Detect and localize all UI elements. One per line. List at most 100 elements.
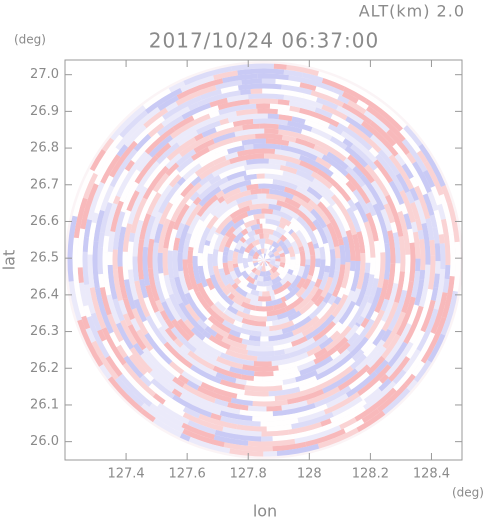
field-arc xyxy=(219,219,235,237)
field-arc xyxy=(363,343,377,358)
field-arc xyxy=(343,418,365,434)
field-arc xyxy=(224,151,239,161)
field-arc xyxy=(89,149,106,172)
field-arc xyxy=(247,405,267,412)
field-arc xyxy=(315,352,354,381)
field-arc xyxy=(241,78,262,85)
field-arc xyxy=(115,124,140,151)
field-arc xyxy=(205,378,246,396)
field-arc xyxy=(323,242,331,267)
field-arc xyxy=(295,185,321,206)
field-arc xyxy=(375,153,404,193)
field-arc xyxy=(299,355,334,376)
field-arc xyxy=(360,317,370,329)
field-arc xyxy=(356,253,366,290)
field-arc xyxy=(314,278,323,288)
field-arc xyxy=(316,134,351,159)
field-arc xyxy=(157,182,181,214)
field-arc xyxy=(352,165,364,178)
field-arc xyxy=(410,221,418,233)
field-arc xyxy=(217,99,250,111)
field-arc xyxy=(252,412,299,422)
field-arc xyxy=(127,269,135,285)
field-arc xyxy=(310,208,327,229)
field-arc xyxy=(314,385,352,408)
field-arc xyxy=(218,175,245,191)
field-arc xyxy=(213,140,243,154)
field-arc xyxy=(330,330,341,341)
field-arc xyxy=(307,136,347,162)
field-arc xyxy=(192,255,202,285)
field-arc xyxy=(104,202,118,237)
field-arc xyxy=(210,412,222,421)
field-arc xyxy=(281,263,291,275)
chart-title: 2017/10/24 06:37:00 xyxy=(149,29,379,53)
field-arc xyxy=(242,123,260,131)
field-arc xyxy=(229,153,265,165)
field-arc xyxy=(254,269,261,276)
field-arc xyxy=(249,299,255,306)
field-arc xyxy=(77,267,84,283)
field-arc xyxy=(268,263,274,269)
field-arc xyxy=(429,239,436,256)
field-arc xyxy=(259,123,279,130)
field-arc xyxy=(120,319,138,346)
field-arc xyxy=(301,278,312,290)
field-arc xyxy=(87,181,105,221)
field-arc xyxy=(209,97,228,108)
field-arc xyxy=(244,235,256,246)
field-arc xyxy=(288,75,335,93)
field-arc xyxy=(257,108,279,115)
field-arc xyxy=(253,233,261,241)
field-arc xyxy=(226,292,232,297)
field-arc xyxy=(177,374,190,385)
field-arc xyxy=(107,264,118,300)
x-axis-label: lon xyxy=(253,502,277,521)
field-arc xyxy=(198,177,209,187)
field-arc xyxy=(226,94,249,103)
field-arc xyxy=(200,381,216,393)
field-arc xyxy=(180,75,215,93)
field-arc xyxy=(154,280,166,303)
field-arc xyxy=(290,335,308,347)
field-arc xyxy=(262,371,301,382)
field-arc xyxy=(298,375,329,392)
field-arc xyxy=(281,243,290,255)
field-arc xyxy=(232,290,247,303)
field-arc xyxy=(283,94,324,110)
field-arc xyxy=(100,154,121,184)
field-arc xyxy=(296,215,308,227)
field-arc xyxy=(93,134,124,176)
field-arc xyxy=(140,409,156,423)
field-arc xyxy=(218,103,257,116)
field-arc xyxy=(124,159,135,172)
field-arc xyxy=(274,254,281,259)
field-arc xyxy=(268,244,273,251)
field-arc xyxy=(301,325,315,337)
field-arc xyxy=(143,371,154,382)
field-arc xyxy=(319,196,331,208)
field-arc xyxy=(229,204,240,214)
field-arc xyxy=(272,433,295,442)
field-arc xyxy=(371,97,407,129)
field-arc xyxy=(264,128,279,135)
field-arc xyxy=(193,298,212,320)
field-arc xyxy=(162,423,182,438)
field-arc xyxy=(330,194,353,224)
field-arc xyxy=(130,132,161,163)
field-arc xyxy=(239,236,247,244)
field-arc xyxy=(190,326,206,341)
field-arc xyxy=(232,231,245,244)
field-arc xyxy=(161,106,191,127)
field-arc xyxy=(399,189,416,223)
field-arc xyxy=(330,173,359,204)
y-tick-label: 26.8 xyxy=(30,141,59,156)
field-arc xyxy=(198,159,231,180)
field-arc xyxy=(152,393,166,405)
field-arc xyxy=(221,336,248,350)
field-arc xyxy=(236,424,267,432)
field-arc xyxy=(248,335,261,342)
field-arc xyxy=(271,275,282,285)
field-arc xyxy=(331,203,351,232)
field-arc xyxy=(248,93,285,100)
